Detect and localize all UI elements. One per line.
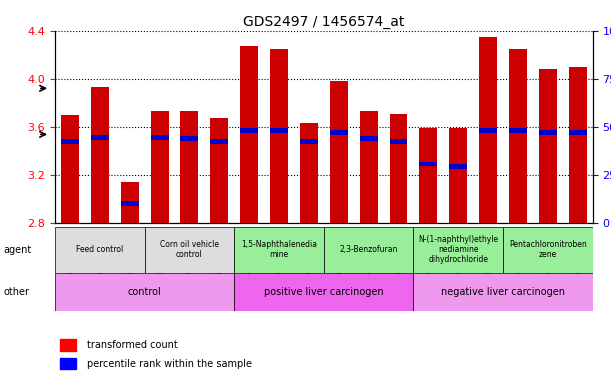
Bar — [390, 139, 408, 144]
Bar — [569, 130, 587, 135]
Bar — [449, 128, 467, 223]
FancyBboxPatch shape — [234, 273, 414, 311]
Bar — [569, 67, 587, 223]
Bar — [240, 46, 258, 223]
Bar — [150, 111, 169, 223]
Bar — [330, 130, 348, 135]
FancyBboxPatch shape — [414, 227, 503, 273]
Bar — [419, 162, 437, 166]
Bar — [360, 111, 378, 223]
Bar — [180, 136, 199, 141]
Bar — [300, 139, 318, 144]
Bar — [61, 139, 79, 144]
Bar — [509, 49, 527, 223]
Text: positive liver carcinogen: positive liver carcinogen — [264, 287, 384, 297]
Text: other: other — [3, 287, 29, 297]
FancyBboxPatch shape — [145, 227, 234, 273]
Bar — [121, 201, 139, 206]
Bar — [449, 164, 467, 169]
Bar — [91, 87, 109, 223]
Text: percentile rank within the sample: percentile rank within the sample — [87, 359, 252, 369]
Bar — [61, 115, 79, 223]
Text: 2,3-Benzofuran: 2,3-Benzofuran — [340, 245, 398, 254]
Text: agent: agent — [3, 245, 31, 255]
Bar — [240, 128, 258, 133]
Bar — [210, 118, 229, 223]
Bar — [390, 114, 408, 223]
FancyBboxPatch shape — [55, 273, 234, 311]
Text: Feed control: Feed control — [76, 245, 123, 254]
FancyBboxPatch shape — [234, 227, 324, 273]
Bar — [150, 135, 169, 140]
Text: GDS2497 / 1456574_at: GDS2497 / 1456574_at — [243, 15, 404, 29]
Text: Pentachloronitroben
zene: Pentachloronitroben zene — [509, 240, 587, 259]
Text: control: control — [128, 287, 161, 297]
Text: N-(1-naphthyl)ethyle
nediamine
dihydrochloride: N-(1-naphthyl)ethyle nediamine dihydroch… — [418, 235, 499, 265]
Bar — [180, 111, 199, 223]
Text: 1,5-Naphthalenedia
mine: 1,5-Naphthalenedia mine — [241, 240, 317, 259]
Bar — [419, 128, 437, 223]
Bar — [360, 136, 378, 141]
Text: negative liver carcinogen: negative liver carcinogen — [441, 287, 565, 297]
Bar — [270, 49, 288, 223]
Bar — [60, 339, 76, 351]
Bar — [300, 123, 318, 223]
FancyBboxPatch shape — [414, 273, 593, 311]
Bar — [60, 358, 76, 369]
Bar — [330, 81, 348, 223]
FancyBboxPatch shape — [324, 227, 414, 273]
FancyBboxPatch shape — [503, 227, 593, 273]
Bar — [539, 130, 557, 135]
Text: Corn oil vehicle
control: Corn oil vehicle control — [160, 240, 219, 259]
Bar — [479, 128, 497, 133]
Bar — [91, 135, 109, 140]
Bar — [509, 128, 527, 133]
Bar — [479, 37, 497, 223]
Text: transformed count: transformed count — [87, 341, 178, 351]
Bar — [539, 69, 557, 223]
Bar — [270, 128, 288, 133]
Bar — [121, 182, 139, 223]
FancyBboxPatch shape — [55, 227, 145, 273]
Bar — [210, 139, 229, 144]
